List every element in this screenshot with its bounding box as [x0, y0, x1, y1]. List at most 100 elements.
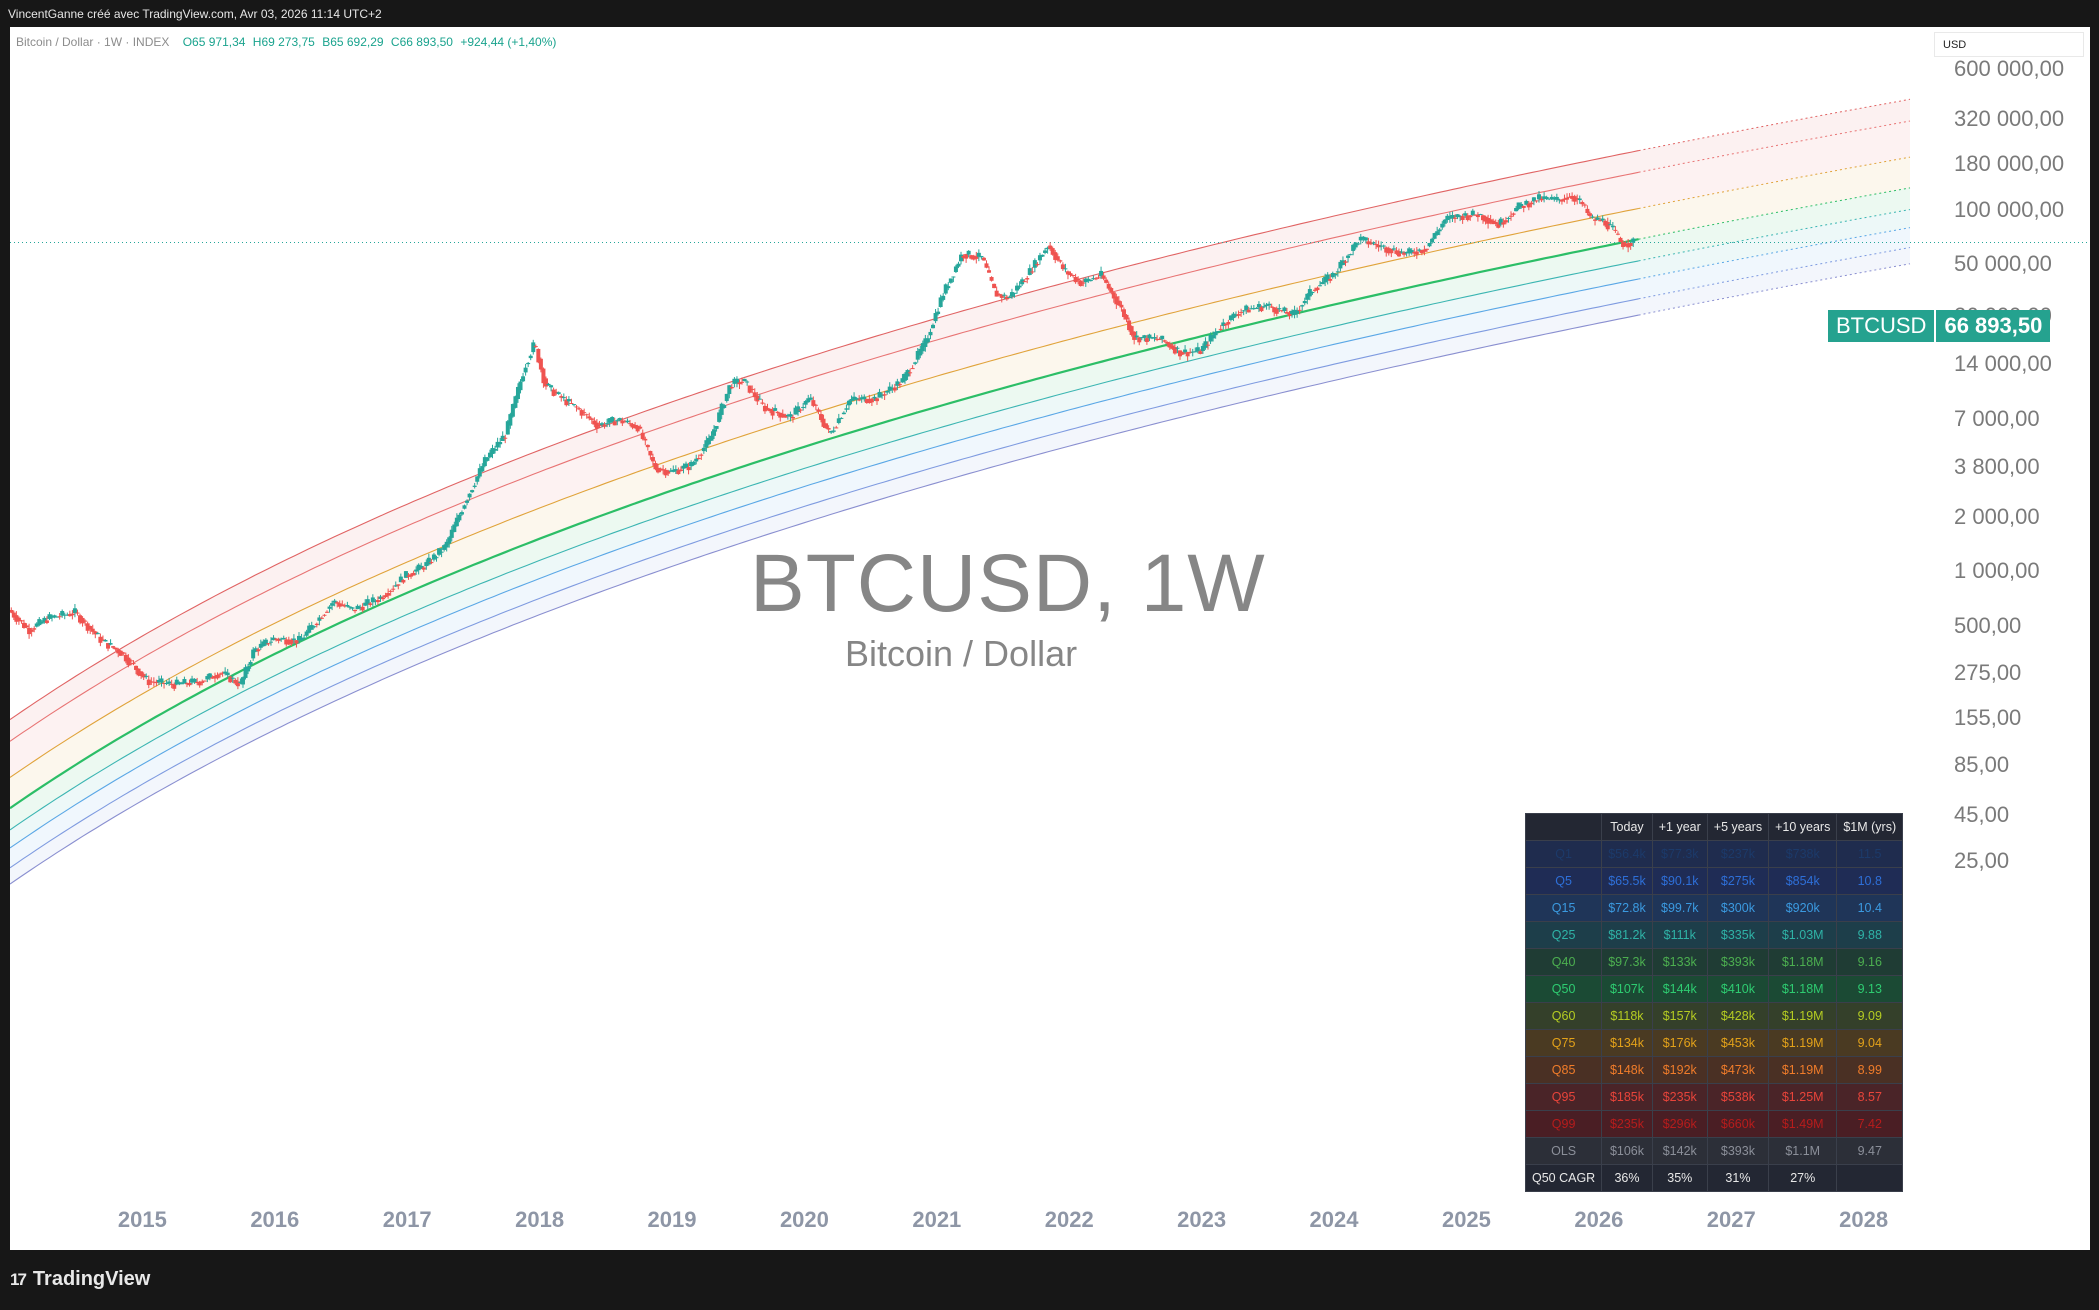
candle-body: [55, 616, 60, 618]
candle: [1274, 306, 1279, 317]
candle-body: [1595, 217, 1600, 220]
table-row-label: Q25: [1524, 921, 1603, 949]
candle-body: [1195, 347, 1200, 352]
candle: [1162, 339, 1167, 343]
watermark-title: BTCUSD, 1W: [750, 538, 1266, 629]
candle: [11, 610, 16, 621]
candle: [1172, 344, 1177, 355]
candle-body: [347, 606, 352, 608]
symbol-legend[interactable]: Bitcoin / Dollar · 1W · INDEX O65 971,34…: [16, 35, 556, 49]
candle-body: [605, 423, 610, 425]
candle-body: [1412, 252, 1417, 254]
candle-body: [701, 447, 706, 452]
candle-body: [373, 600, 378, 602]
candle: [931, 323, 936, 329]
candle-body: [1323, 276, 1328, 283]
candle: [1580, 200, 1585, 207]
candle: [920, 340, 925, 354]
candle: [1381, 244, 1386, 249]
candle-body: [801, 406, 806, 408]
table-row: Q85 $148k $192k $473k $1.19M 8.99: [1524, 1056, 1904, 1084]
candle-body: [1022, 281, 1027, 283]
candle: [1623, 241, 1628, 247]
candle-body: [1295, 310, 1300, 314]
candle: [918, 345, 923, 359]
price-axis[interactable]: 600 000,00 320 000,00 180 000,00 100 000,00…: [1930, 27, 2090, 1250]
time-tick-label: 2015: [117, 1207, 167, 1232]
candle-body: [271, 637, 276, 641]
price-tick-label: 320 000,00: [1954, 105, 2065, 131]
candle-body: [1491, 220, 1496, 225]
candle-body: [541, 368, 546, 384]
candle-body: [778, 412, 783, 418]
high-value: H69 273,75: [252, 35, 315, 49]
candle: [281, 635, 286, 640]
candle-body: [589, 418, 594, 420]
candle-body: [1348, 254, 1353, 256]
candle: [477, 463, 482, 479]
candle: [1621, 240, 1626, 250]
candle-body: [309, 625, 314, 630]
candle: [1137, 336, 1142, 346]
candle-body: [335, 602, 340, 604]
candle: [1366, 237, 1371, 248]
candle-body: [941, 295, 946, 300]
candle-body: [480, 466, 485, 472]
candle: [933, 309, 938, 324]
symbol-description[interactable]: Bitcoin / Dollar · 1W · INDEX: [16, 35, 170, 49]
candle: [1160, 335, 1165, 344]
candle: [661, 465, 666, 475]
candle-body: [750, 388, 755, 390]
candle-body: [1478, 214, 1483, 216]
candle: [391, 585, 396, 593]
candle-body: [523, 367, 528, 373]
price-tick-label: 100 000,00: [1954, 197, 2065, 222]
candle: [857, 395, 862, 402]
table-cell: $144k: [1651, 975, 1708, 1003]
candle-body: [1277, 308, 1282, 310]
candle: [1503, 216, 1508, 225]
candle: [289, 638, 294, 646]
candle: [1356, 243, 1361, 246]
candle: [538, 357, 543, 373]
price-chart-svg[interactable]: [10, 27, 2090, 1250]
candle-body: [139, 671, 144, 676]
candle: [266, 643, 271, 646]
candle-body: [118, 650, 123, 656]
candle: [584, 413, 589, 419]
candle-body: [268, 641, 273, 643]
candle-body: [1379, 245, 1384, 247]
candle-body: [1007, 296, 1012, 298]
candle: [426, 553, 431, 566]
candle-body: [862, 396, 867, 400]
candle-body: [1343, 261, 1348, 263]
candle: [1310, 291, 1315, 295]
candle-body: [1374, 244, 1379, 246]
band-line-q95: [10, 171, 1639, 742]
candle: [126, 654, 131, 668]
candle: [144, 673, 149, 679]
candle: [582, 408, 587, 416]
band-line-q1: [10, 314, 1639, 885]
table-cell: $854k: [1768, 867, 1838, 895]
candle: [625, 418, 630, 424]
table-cell: 10.8: [1836, 867, 1904, 895]
candle: [559, 394, 564, 402]
tradingview-logo[interactable]: 17 TradingView: [10, 1268, 150, 1291]
candle-body: [956, 263, 961, 267]
candle: [271, 635, 276, 641]
candle: [80, 616, 85, 627]
currency-button[interactable]: USD: [1934, 32, 2084, 57]
candle: [1188, 348, 1193, 354]
candle: [1027, 264, 1032, 276]
candle-body: [734, 378, 739, 384]
candle: [740, 377, 745, 385]
chart-area[interactable]: Bitcoin / Dollar · 1W · INDEX O65 971,34…: [10, 27, 2090, 1250]
candle-body: [992, 283, 997, 289]
candle: [172, 682, 177, 692]
candle: [928, 328, 933, 340]
candle-body: [1002, 294, 1007, 296]
table-footer-label: Q50 CAGR: [1524, 1164, 1603, 1192]
candle: [248, 660, 253, 669]
candle-body: [195, 682, 200, 684]
